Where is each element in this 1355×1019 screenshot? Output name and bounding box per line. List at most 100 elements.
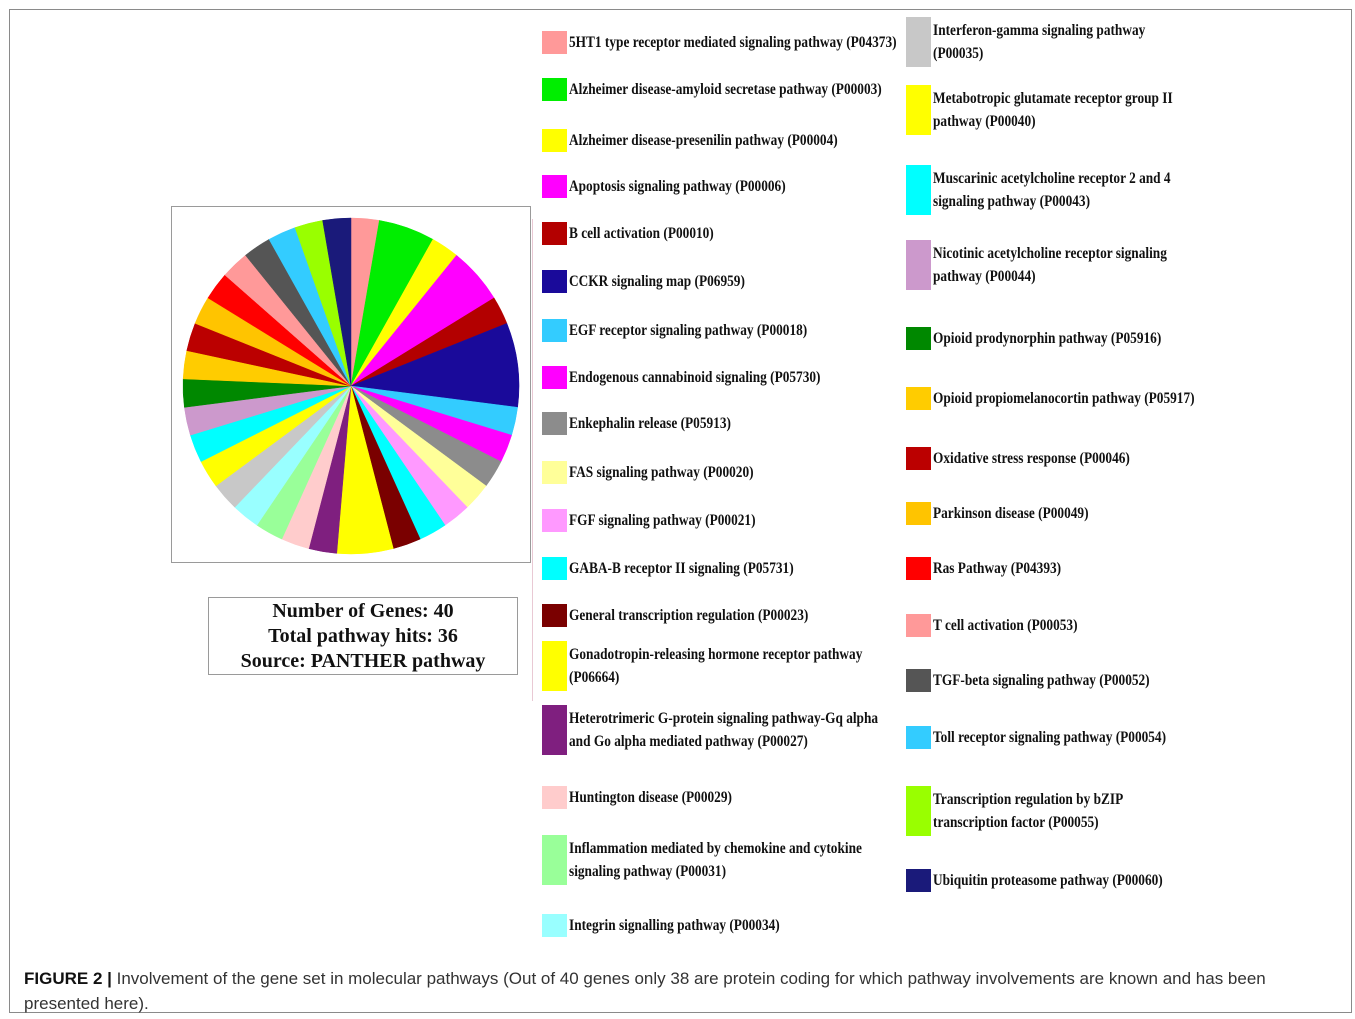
figure-frame [9, 9, 1352, 1013]
legend-item: Integrin signalling pathway (P00034) [542, 913, 814, 937]
legend-label: Ubiquitin proteasome pathway (P00060) [933, 869, 1163, 892]
legend-label: Huntington disease (P00029) [569, 786, 732, 809]
legend-label-line: Gonadotropin-releasing hormone receptor … [569, 646, 863, 663]
legend-swatch [542, 174, 567, 198]
legend-label: FGF signaling pathway (P00021) [569, 509, 756, 532]
legend-swatch [542, 913, 567, 937]
pathway-hits-text: Total pathway hits: 36 [268, 624, 458, 647]
legend-label-line: transcription factor (P00055) [933, 814, 1099, 831]
legend-label: Oxidative stress response (P00046) [933, 447, 1130, 470]
legend-swatch [906, 868, 931, 892]
legend-swatch [906, 240, 931, 290]
legend-label: T cell activation (P00053) [933, 614, 1078, 637]
legend-item: FGF signaling pathway (P00021) [542, 508, 786, 532]
legend-item: Opioid propiomelanocortin pathway (P0591… [906, 386, 1237, 410]
legend-label-line: FAS signaling pathway (P00020) [569, 463, 754, 481]
legend-label: 5HT1 type receptor mediated signaling pa… [569, 31, 897, 54]
legend-swatch [906, 501, 931, 525]
legend-label-line: Toll receptor signaling pathway (P00054) [933, 728, 1167, 746]
legend-label: Integrin signalling pathway (P00034) [569, 914, 780, 937]
legend-swatch [542, 318, 567, 342]
legend-label-line: Endogenous cannabinoid signaling (P05730… [569, 368, 821, 386]
legend-swatch [906, 668, 931, 692]
legend-label: Opioid propiomelanocortin pathway (P0591… [933, 387, 1195, 410]
legend-swatch [542, 508, 567, 532]
legend-label: TGF-beta signaling pathway (P00052) [933, 669, 1150, 692]
legend-item: FAS signaling pathway (P00020) [542, 460, 784, 484]
legend-label-line: Integrin signalling pathway (P00034) [569, 916, 780, 934]
legend-swatch [542, 221, 567, 245]
legend-label-line: Ubiquitin proteasome pathway (P00060) [933, 871, 1163, 889]
legend-swatch [906, 326, 931, 350]
legend-swatch [906, 613, 931, 637]
legend-label-line: Transcription regulation by bZIP [933, 791, 1124, 808]
legend-label-line: Parkinson disease (P00049) [933, 504, 1089, 522]
legend-item: Inflammation mediated by chemokine and c… [542, 835, 910, 885]
legend-swatch [542, 641, 567, 691]
legend-label: Opioid prodynorphin pathway (P05916) [933, 327, 1161, 350]
legend-swatch [542, 785, 567, 809]
legend-label-line: Opioid propiomelanocortin pathway (P0591… [933, 389, 1195, 407]
legend-item: Ubiquitin proteasome pathway (P00060) [906, 868, 1200, 892]
legend-label: Toll receptor signaling pathway (P00054) [933, 726, 1166, 749]
legend-label: Transcription regulation by bZIP transcri… [933, 788, 1123, 834]
legend-label-line: CCKR signaling map (P06959) [569, 272, 745, 290]
legend-item: Gonadotropin-releasing hormone receptor … [542, 641, 910, 691]
legend-label: Alzheimer disease-amyloid secretase path… [569, 78, 882, 101]
legend-label: Enkephalin release (P05913) [569, 412, 731, 435]
legend-item: Enkephalin release (P05913) [542, 411, 757, 435]
caption-text: Involvement of the gene set in molecular… [24, 969, 1266, 1013]
legend-label-line: Alzheimer disease-presenilin pathway (P0… [569, 131, 838, 149]
legend-label-line: Apoptosis signaling pathway (P00006) [569, 177, 786, 195]
legend-label: CCKR signaling map (P06959) [569, 270, 745, 293]
legend-label-line: Metabotropic glutamate receptor group II [933, 90, 1173, 107]
legend-label-line: EGF receptor signaling pathway (P00018) [569, 321, 808, 339]
pie-slice [322, 217, 352, 387]
legend-swatch [542, 705, 567, 755]
legend-swatch [906, 446, 931, 470]
legend-swatch [542, 603, 567, 627]
legend-label-line: Huntington disease (P00029) [569, 788, 732, 806]
legend-swatch [906, 386, 931, 410]
legend-label-line: Interferon-gamma signaling pathway [933, 22, 1146, 39]
legend-label-line: T cell activation (P00053) [933, 616, 1078, 634]
source-text: Source: PANTHER pathway [240, 649, 486, 672]
legend-swatch [542, 365, 567, 389]
legend-label-line: Nicotinic acetylcholine receptor signali… [933, 245, 1167, 262]
legend-swatch [906, 17, 931, 67]
legend-label-line: Alzheimer disease-amyloid secretase path… [569, 80, 882, 98]
legend-swatch [542, 269, 567, 293]
divider-line [532, 219, 533, 701]
legend-label-line: (P06664) [569, 669, 620, 686]
legend-label: Endogenous cannabinoid signaling (P05730… [569, 366, 820, 389]
legend-label-line: and Go alpha mediated pathway (P00027) [569, 733, 808, 750]
legend-label: Ras Pathway (P04393) [933, 557, 1061, 580]
pie-chart [182, 217, 520, 555]
legend-label-line: Ras Pathway (P04393) [933, 559, 1062, 577]
legend-swatch [906, 786, 931, 836]
legend-label: EGF receptor signaling pathway (P00018) [569, 319, 807, 342]
legend-item: Huntington disease (P00029) [542, 785, 758, 809]
legend-swatch [906, 556, 931, 580]
legend-item: General transcription regulation (P00023… [542, 603, 847, 627]
legend-label: Heterotrimeric G-protein signaling pathw… [569, 707, 878, 753]
gene-count-text: Number of Genes: 40 [272, 599, 454, 622]
legend-swatch [906, 165, 931, 215]
legend-swatch [906, 725, 931, 749]
legend-label-line: signaling pathway (P00043) [933, 193, 1091, 210]
legend-label-line: pathway (P00044) [933, 268, 1036, 285]
legend-label: Parkinson disease (P00049) [933, 502, 1089, 525]
legend-item: T cell activation (P00053) [906, 613, 1101, 637]
figure-caption: FIGURE 2 | Involvement of the gene set i… [24, 966, 1324, 1016]
legend-label-line: 5HT1 type receptor mediated signaling pa… [569, 33, 897, 51]
legend-item: Heterotrimeric G-protein signaling pathw… [542, 705, 928, 755]
legend-label: Nicotinic acetylcholine receptor signali… [933, 242, 1167, 288]
legend-label: GABA-B receptor II signaling (P05731) [569, 557, 794, 580]
legend-item: TGF-beta signaling pathway (P00052) [906, 668, 1185, 692]
legend-label: Interferon-gamma signaling pathway (P0003… [933, 19, 1145, 65]
legend-label-line: FGF signaling pathway (P00021) [569, 511, 756, 529]
legend-item: B cell activation (P00010) [542, 221, 737, 245]
legend-item: Opioid prodynorphin pathway (P05916) [906, 326, 1198, 350]
legend-label: Apoptosis signaling pathway (P00006) [569, 175, 786, 198]
figure-label: FIGURE 2 | [24, 969, 112, 988]
